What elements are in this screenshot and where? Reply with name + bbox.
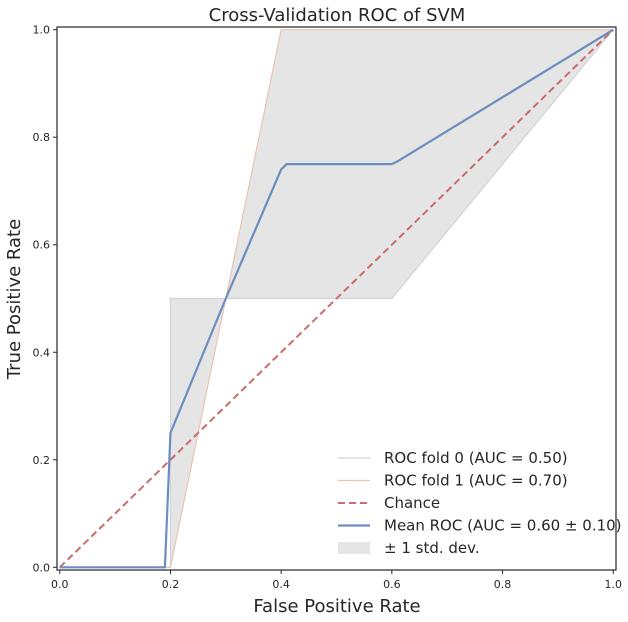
legend-swatch-4 — [338, 542, 370, 554]
series-line-2 — [59, 28, 614, 569]
y-tick-label: 0.6 — [33, 239, 51, 252]
legend-label-3: Mean ROC (AUC = 0.60 ± 0.10) — [384, 517, 622, 535]
axes-frame — [56, 26, 617, 571]
x-tick-label: 0.2 — [162, 578, 180, 591]
legend-label-1: ROC fold 1 (AUC = 0.70) — [384, 472, 568, 490]
y-tick-label: 0.8 — [33, 131, 51, 144]
legend-label-0: ROC fold 0 (AUC = 0.50) — [384, 449, 568, 467]
legend-label-4: ± 1 std. dev. — [384, 539, 480, 557]
x-axis-label: False Positive Rate — [253, 596, 420, 617]
y-tick-label: 0.4 — [33, 346, 51, 359]
x-tick-label: 0.4 — [272, 578, 290, 591]
legend: ROC fold 0 (AUC = 0.50) ROC fold 1 (AUC =… — [338, 449, 622, 557]
x-tick-label: 0.6 — [383, 578, 401, 591]
chart-title: Cross-Validation ROC of SVM — [209, 5, 466, 26]
x-tick-label: 0.0 — [51, 578, 69, 591]
y-tick-label: 0.0 — [33, 561, 51, 574]
y-tick-label: 0.2 — [33, 454, 51, 467]
series-line-3 — [59, 28, 614, 569]
y-tick-label: 1.0 — [33, 24, 51, 37]
legend-label-2: Chance — [384, 494, 440, 512]
y-axis-label: True Positive Rate — [4, 219, 25, 380]
x-tick-label: 0.8 — [494, 578, 512, 591]
x-tick-label: 1.0 — [604, 578, 622, 591]
